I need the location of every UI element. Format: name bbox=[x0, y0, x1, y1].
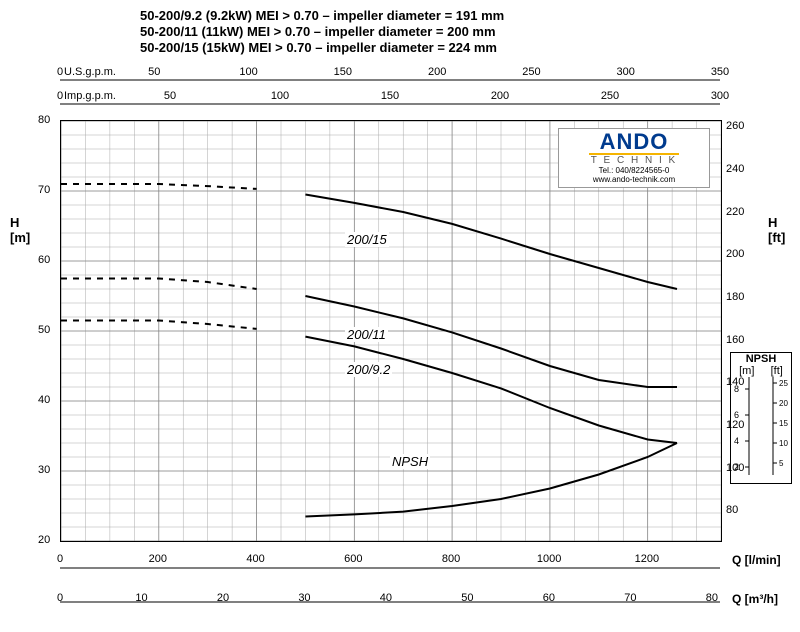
tick-label: 0 bbox=[52, 592, 68, 604]
tick-label: 0 bbox=[48, 553, 72, 565]
tick-label: 260 bbox=[726, 120, 744, 132]
svg-text:4: 4 bbox=[734, 436, 739, 446]
tick-label: 250 bbox=[521, 66, 541, 78]
tick-label: 1000 bbox=[537, 553, 561, 565]
y-axis-label-left: H[m] bbox=[10, 215, 30, 245]
title-line-2: 50-200/11 (11kW) MEI > 0.70 – impeller d… bbox=[140, 24, 504, 40]
svg-text:5: 5 bbox=[779, 459, 784, 468]
tick-label: 240 bbox=[726, 163, 744, 175]
curve-label-200-11: 200/11 bbox=[345, 327, 388, 342]
tick-label: 200 bbox=[146, 553, 170, 565]
svg-text:20: 20 bbox=[779, 399, 788, 408]
tick-label: 50 bbox=[459, 592, 475, 604]
tick-label: 800 bbox=[439, 553, 463, 565]
tick-label: 120 bbox=[726, 419, 744, 431]
svg-text:15: 15 bbox=[779, 419, 788, 428]
tick-label: 40 bbox=[38, 394, 50, 406]
title-line-1: 50-200/9.2 (9.2kW) MEI > 0.70 – impeller… bbox=[140, 8, 504, 24]
tick-label: 60 bbox=[541, 592, 557, 604]
tick-label: 70 bbox=[622, 592, 638, 604]
tick-label: 80 bbox=[38, 114, 50, 126]
npsh-ft-label: [ft] bbox=[771, 365, 783, 377]
tick-label: 180 bbox=[726, 291, 744, 303]
tick-label: 140 bbox=[726, 376, 744, 388]
curve-label-npsh: NPSH bbox=[390, 454, 430, 469]
tick-label: 100 bbox=[726, 462, 744, 474]
tick-label: 600 bbox=[341, 553, 365, 565]
tick-label: 300 bbox=[616, 66, 636, 78]
tick-label: 30 bbox=[296, 592, 312, 604]
logo-subtext: T E C H N I K bbox=[559, 155, 709, 166]
tick-label: 30 bbox=[38, 464, 50, 476]
chart-title: 50-200/9.2 (9.2kW) MEI > 0.70 – impeller… bbox=[140, 8, 504, 56]
tick-label: 60 bbox=[38, 254, 50, 266]
y-axis-label-right: H[ft] bbox=[768, 215, 785, 245]
tick-label: 40 bbox=[378, 592, 394, 604]
tick-label: 10 bbox=[133, 592, 149, 604]
tick-label: 220 bbox=[726, 206, 744, 218]
tick-label: 50 bbox=[144, 66, 164, 78]
brand-logo: ANDO T E C H N I K Tel.: 040/8224565-0 w… bbox=[558, 128, 710, 188]
logo-tel: Tel.: 040/8224565-0 bbox=[559, 166, 709, 175]
x-axis-label-m3h: Q [m³/h] bbox=[732, 592, 778, 606]
curve-label-200-92: 200/9.2 bbox=[345, 362, 392, 377]
x-axis-label-lmin: Q [l/min] bbox=[732, 553, 781, 567]
tick-label: 400 bbox=[244, 553, 268, 565]
tick-label: 0 bbox=[50, 90, 70, 102]
tick-label: 200 bbox=[726, 248, 744, 260]
tick-label: 1200 bbox=[635, 553, 659, 565]
tick-label: 300 bbox=[710, 90, 730, 102]
tick-label: 150 bbox=[333, 66, 353, 78]
logo-text: ANDO bbox=[559, 129, 709, 155]
tick-label: 100 bbox=[270, 90, 290, 102]
tick-label: 200 bbox=[490, 90, 510, 102]
curve-label-200-15: 200/15 bbox=[345, 232, 389, 247]
npsh-title: NPSH bbox=[731, 353, 791, 365]
tick-label: 20 bbox=[38, 534, 50, 546]
logo-url: www.ando-technik.com bbox=[559, 175, 709, 184]
tick-label: 20 bbox=[215, 592, 231, 604]
tick-label: 0 bbox=[50, 66, 70, 78]
tick-label: 350 bbox=[710, 66, 730, 78]
tick-label: 160 bbox=[726, 334, 744, 346]
tick-label: 50 bbox=[160, 90, 180, 102]
tick-label: 80 bbox=[726, 504, 738, 516]
tick-label: 100 bbox=[239, 66, 259, 78]
svg-text:25: 25 bbox=[779, 379, 788, 388]
tick-label: 80 bbox=[704, 592, 720, 604]
svg-text:10: 10 bbox=[779, 439, 788, 448]
tick-label: 150 bbox=[380, 90, 400, 102]
title-line-3: 50-200/15 (15kW) MEI > 0.70 – impeller d… bbox=[140, 40, 504, 56]
tick-label: 250 bbox=[600, 90, 620, 102]
tick-label: 200 bbox=[427, 66, 447, 78]
tick-label: 50 bbox=[38, 324, 50, 336]
npsh-m-label: [m] bbox=[739, 365, 754, 377]
tick-label: 70 bbox=[38, 184, 50, 196]
